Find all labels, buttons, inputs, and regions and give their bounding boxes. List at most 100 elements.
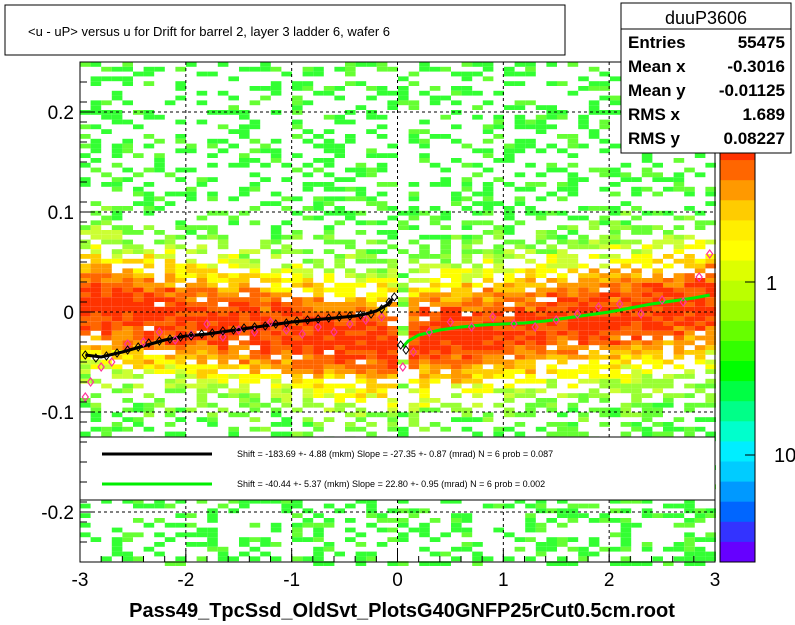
heatmap-cell [366, 114, 377, 120]
heatmap-cell [143, 210, 155, 216]
heatmap-cell [546, 268, 557, 274]
color-scale-segment [720, 461, 755, 483]
heatmap-cell [313, 546, 324, 552]
heatmap-cell [366, 292, 377, 298]
heatmap-cell [80, 522, 91, 528]
heatmap-cell [398, 431, 409, 437]
heatmap-cell [207, 210, 218, 216]
heatmap-cell [567, 153, 579, 158]
heatmap-cell [154, 551, 165, 557]
heatmap-cell [207, 287, 218, 293]
heatmap-cell [345, 350, 356, 355]
heatmap-cell [419, 244, 430, 250]
heatmap-cell [631, 302, 642, 307]
heatmap-cell [207, 383, 218, 389]
heatmap-cell [472, 220, 483, 226]
heatmap-cell [387, 258, 398, 264]
heatmap-cell [228, 354, 239, 360]
heatmap-cell [292, 522, 303, 528]
data-point-black [325, 313, 333, 323]
heatmap-cell [461, 249, 473, 254]
heatmap-cell [514, 316, 526, 322]
heatmap-cell [122, 532, 133, 538]
heatmap-cell [355, 186, 367, 192]
heatmap-cell [281, 350, 292, 355]
heatmap-cell [334, 306, 345, 312]
heatmap-cell [429, 316, 441, 322]
heatmap-cell [175, 278, 186, 283]
heatmap-cell [80, 321, 91, 326]
heatmap-cell [451, 263, 462, 269]
heatmap-cell [663, 398, 674, 403]
heatmap-cell [398, 426, 409, 432]
heatmap-cell [610, 316, 621, 322]
heatmap-cell [631, 402, 642, 408]
heatmap-cell [111, 335, 123, 341]
heatmap-cell [525, 119, 536, 125]
color-scale-segment [720, 200, 755, 221]
heatmap-cell [281, 263, 292, 269]
heatmap-cell [684, 556, 695, 562]
heatmap-cell [567, 350, 579, 355]
heatmap-cell [302, 393, 314, 398]
heatmap-cell [451, 158, 462, 163]
heatmap-cell [302, 287, 314, 293]
heatmap-cell [366, 201, 377, 206]
heatmap-cell [705, 258, 716, 264]
heatmap-cell [292, 503, 303, 509]
heatmap-cell [111, 316, 123, 322]
heatmap-cell [355, 350, 367, 355]
heatmap-cell [239, 498, 250, 504]
heatmap-cell [641, 167, 653, 173]
heatmap-cell [631, 364, 642, 370]
heatmap-cell [345, 330, 356, 336]
heatmap-cell [207, 316, 218, 322]
heatmap-cell [387, 345, 398, 350]
heatmap-cell [133, 153, 144, 158]
heatmap-cell [249, 287, 261, 293]
heatmap-cell [408, 81, 420, 86]
heatmap-cell [260, 177, 271, 182]
heatmap-cell [705, 551, 716, 557]
heatmap-cell [652, 258, 663, 264]
heatmap-cell [705, 191, 716, 197]
heatmap-cell [408, 345, 420, 350]
heatmap-cell [588, 518, 600, 523]
heatmap-cell [461, 71, 473, 77]
heatmap-cell [493, 354, 504, 360]
heatmap-cell [133, 186, 144, 192]
heatmap-cell [323, 359, 335, 365]
heatmap-cell [292, 532, 303, 538]
heatmap-cell [143, 191, 155, 197]
heatmap-cell [80, 345, 91, 350]
heatmap-cell [482, 302, 494, 307]
heatmap-cell [451, 330, 462, 336]
heatmap-cell [217, 316, 229, 322]
heatmap-cell [461, 278, 473, 283]
heatmap-cell [652, 340, 663, 346]
heatmap-cell [557, 306, 568, 312]
heatmap-cell [186, 330, 197, 336]
heatmap-cell [451, 124, 462, 130]
heatmap-cell [90, 326, 102, 331]
heatmap-cell [631, 306, 642, 312]
heatmap-cell [323, 172, 335, 178]
heatmap-cell [641, 378, 653, 384]
heatmap-cell [535, 354, 547, 360]
heatmap-cell [599, 119, 610, 125]
heatmap-cell [313, 287, 324, 293]
heatmap-cell [323, 239, 335, 245]
heatmap-cell [546, 422, 557, 427]
heatmap-cell [366, 297, 377, 302]
heatmap-cell [111, 326, 123, 331]
heatmap-cell [387, 359, 398, 365]
heatmap-cell [334, 206, 345, 211]
heatmap-cell [514, 302, 526, 307]
heatmap-cell [451, 282, 462, 288]
heatmap-cell [493, 287, 504, 293]
heatmap-cell [504, 148, 515, 154]
heatmap-cell [429, 66, 441, 72]
heatmap-cell [292, 340, 303, 346]
heatmap-cell [186, 321, 197, 326]
heatmap-cell [270, 148, 282, 154]
